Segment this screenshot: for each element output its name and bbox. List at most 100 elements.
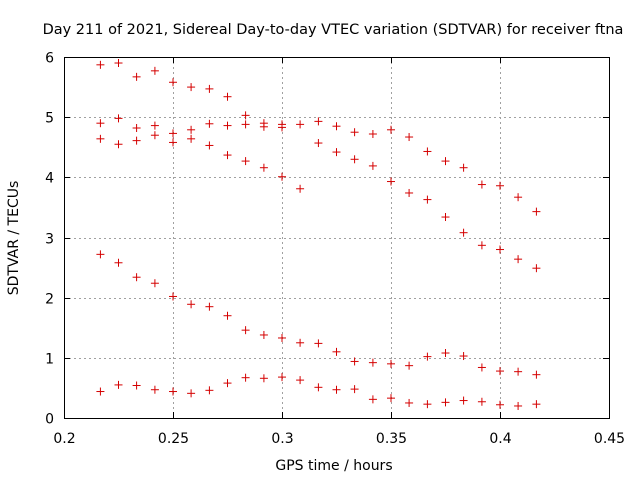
data-point xyxy=(532,207,541,216)
y-tick-label: 2 xyxy=(45,292,54,308)
plot-frame xyxy=(64,57,610,419)
data-point xyxy=(423,352,432,361)
data-point xyxy=(169,129,177,138)
data-point xyxy=(314,383,323,392)
data-point xyxy=(477,363,486,372)
data-point xyxy=(150,131,159,140)
data-point xyxy=(332,385,341,394)
data-point xyxy=(532,370,541,379)
data-point xyxy=(368,395,377,404)
data-point xyxy=(314,139,323,148)
data-point xyxy=(405,188,414,197)
data-point xyxy=(350,128,359,137)
data-point xyxy=(314,339,323,348)
data-point xyxy=(477,241,486,250)
data-point xyxy=(514,401,523,410)
data-point xyxy=(205,386,214,395)
gridlines xyxy=(64,57,609,418)
data-point xyxy=(278,333,286,342)
data-point xyxy=(150,66,159,75)
data-point xyxy=(423,400,432,409)
data-point xyxy=(96,60,105,69)
x-axis-label: GPS time / hours xyxy=(275,458,392,474)
data-point xyxy=(132,123,141,132)
data-point xyxy=(114,258,123,267)
data-point xyxy=(477,180,486,189)
data-point xyxy=(114,140,123,149)
data-point xyxy=(532,264,541,273)
data-point xyxy=(96,250,105,259)
data-point xyxy=(441,213,450,222)
data-point xyxy=(332,347,341,356)
data-point xyxy=(278,120,286,129)
data-point xyxy=(296,376,305,385)
data-point xyxy=(368,358,377,367)
data-point xyxy=(150,121,159,130)
y-tick-label: 5 xyxy=(45,111,54,127)
data-point xyxy=(241,326,250,335)
axis-ticks: 0.2 0.25 0.3 0.35 0.4 0.45 0 1 2 3 4 5 6 xyxy=(45,51,625,448)
data-point xyxy=(441,398,450,407)
data-point xyxy=(96,134,105,143)
data-point xyxy=(459,352,468,361)
y-tick-label: 3 xyxy=(45,232,54,248)
data-point xyxy=(278,172,286,181)
data-point xyxy=(332,122,341,131)
x-tick-label: 0.35 xyxy=(376,431,407,447)
data-point xyxy=(387,125,395,134)
data-point xyxy=(350,357,359,366)
data-point xyxy=(514,193,523,202)
data-point xyxy=(332,148,341,157)
data-point xyxy=(241,373,250,382)
data-point xyxy=(387,359,395,368)
chart-title: Day 211 of 2021, Sidereal Day-to-day VTE… xyxy=(43,22,624,38)
data-point xyxy=(423,195,432,204)
data-point xyxy=(350,155,359,164)
data-point xyxy=(96,119,105,128)
data-point xyxy=(169,292,177,301)
data-point xyxy=(405,361,414,370)
data-point xyxy=(205,302,214,311)
data-point xyxy=(223,151,232,160)
data-point xyxy=(514,367,523,376)
data-point xyxy=(205,141,214,150)
data-point xyxy=(459,228,468,237)
data-point xyxy=(169,387,177,396)
data-point xyxy=(241,157,250,166)
data-point xyxy=(150,385,159,394)
data-point xyxy=(114,380,123,389)
data-point xyxy=(496,181,504,190)
data-point xyxy=(423,147,432,156)
y-axis-label: SDTVAR / TECUs xyxy=(6,181,22,296)
data-point xyxy=(132,273,141,282)
data-point xyxy=(259,374,268,383)
data-point xyxy=(223,121,232,130)
data-point xyxy=(387,177,395,186)
data-point xyxy=(241,120,250,129)
data-point xyxy=(187,134,196,143)
data-point xyxy=(405,398,414,407)
data-point xyxy=(132,136,141,145)
x-tick-label: 0.25 xyxy=(158,431,189,447)
data-point xyxy=(296,338,305,347)
data-point xyxy=(132,72,141,81)
data-point xyxy=(296,120,305,129)
data-points xyxy=(96,59,541,410)
data-point xyxy=(459,396,468,405)
data-point xyxy=(314,117,323,126)
x-tick-label: 0.45 xyxy=(594,431,625,447)
data-point xyxy=(169,78,177,87)
data-point xyxy=(223,311,232,320)
data-point xyxy=(187,300,196,309)
data-point xyxy=(169,138,177,147)
data-point xyxy=(150,279,159,288)
data-point xyxy=(132,381,141,390)
data-point xyxy=(405,133,414,142)
y-tick-label: 0 xyxy=(45,412,54,428)
data-point xyxy=(114,59,123,68)
data-point xyxy=(477,397,486,406)
data-point xyxy=(496,245,504,254)
y-tick-label: 4 xyxy=(45,171,54,187)
x-tick-label: 0.3 xyxy=(271,431,293,447)
